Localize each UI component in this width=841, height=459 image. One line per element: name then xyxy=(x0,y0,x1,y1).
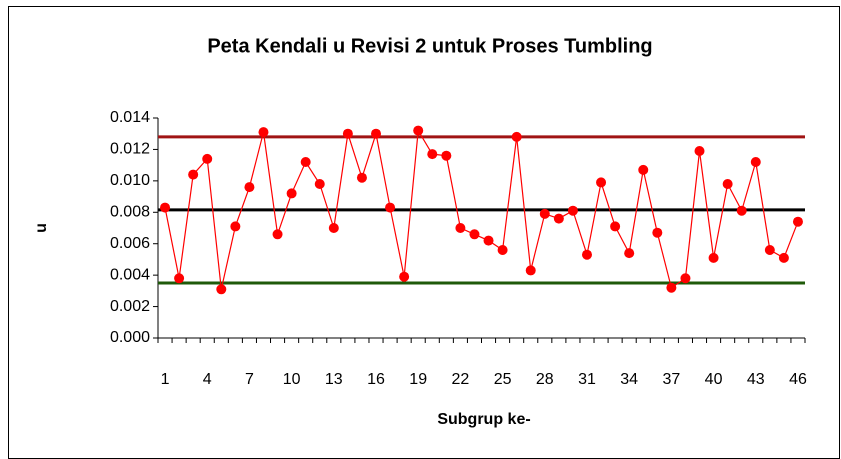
x-tick-label: 19 xyxy=(409,371,427,388)
data-point xyxy=(188,169,199,180)
chart-title: Peta Kendali u Revisi 2 untuk Proses Tum… xyxy=(207,35,652,57)
data-point xyxy=(497,245,508,255)
data-point xyxy=(300,157,311,167)
x-tick-label: 10 xyxy=(283,371,301,388)
data-point xyxy=(778,252,789,263)
x-tick-label: 34 xyxy=(620,371,638,388)
x-tick-label: 7 xyxy=(245,371,254,388)
y-tick-label: 0.002 xyxy=(110,298,150,315)
data-point xyxy=(624,248,635,259)
x-tick-label: 22 xyxy=(452,371,470,388)
x-tick-label: 13 xyxy=(325,371,343,388)
data-point xyxy=(511,131,522,142)
data-point xyxy=(230,221,241,232)
data-point xyxy=(202,153,213,164)
data-point xyxy=(160,202,171,213)
data-point xyxy=(427,149,438,160)
x-tick-label: 4 xyxy=(203,371,212,388)
data-point xyxy=(525,265,536,276)
data-point xyxy=(722,179,733,189)
data-point xyxy=(258,127,269,138)
y-tick-label: 0.012 xyxy=(110,141,150,158)
y-tick-label: 0.010 xyxy=(110,172,150,189)
data-point xyxy=(441,150,452,161)
chart-frame xyxy=(8,6,840,459)
data-point xyxy=(736,205,747,216)
data-point xyxy=(539,208,550,219)
y-tick-label: 0.006 xyxy=(110,235,150,252)
x-tick-label: 43 xyxy=(747,371,765,388)
y-tick-label: 0.000 xyxy=(110,329,150,346)
data-point xyxy=(174,273,185,284)
data-point xyxy=(342,128,353,139)
x-tick-label: 31 xyxy=(578,371,596,388)
data-point xyxy=(272,229,283,240)
data-point xyxy=(694,146,705,156)
x-axis-label: Subgrup ke- xyxy=(437,411,530,428)
data-point xyxy=(708,252,719,263)
data-point xyxy=(244,182,255,193)
data-point xyxy=(385,202,396,213)
y-axis-label: u xyxy=(33,223,50,233)
data-point xyxy=(567,205,578,216)
x-tick-label: 40 xyxy=(705,371,723,388)
data-point xyxy=(399,271,410,282)
data-point xyxy=(286,188,297,199)
x-tick-label: 28 xyxy=(536,371,554,388)
data-point xyxy=(413,125,424,136)
data-point xyxy=(680,273,691,284)
data-point xyxy=(469,229,480,240)
data-point xyxy=(652,227,663,238)
y-tick-label: 0.004 xyxy=(110,266,150,283)
data-point xyxy=(750,157,761,167)
data-point xyxy=(483,235,494,246)
data-point xyxy=(328,223,339,233)
data-point xyxy=(553,213,564,224)
x-tick-label: 46 xyxy=(789,371,807,388)
x-tick-label: 25 xyxy=(494,371,512,388)
data-point xyxy=(356,172,367,183)
data-point xyxy=(610,221,621,232)
x-tick-label: 1 xyxy=(161,371,170,388)
data-point xyxy=(371,128,382,139)
data-point xyxy=(666,282,677,293)
y-tick-label: 0.014 xyxy=(110,109,150,126)
x-tick-label: 37 xyxy=(662,371,680,388)
data-point xyxy=(638,164,649,175)
data-line xyxy=(164,128,799,290)
data-point xyxy=(792,216,803,227)
data-point xyxy=(581,249,592,260)
data-point xyxy=(596,177,607,188)
data-point xyxy=(455,223,466,233)
data-point xyxy=(216,284,227,295)
y-tick-label: 0.008 xyxy=(110,204,150,221)
data-point xyxy=(314,179,325,189)
data-point xyxy=(764,245,775,255)
x-tick-label: 16 xyxy=(367,371,385,388)
